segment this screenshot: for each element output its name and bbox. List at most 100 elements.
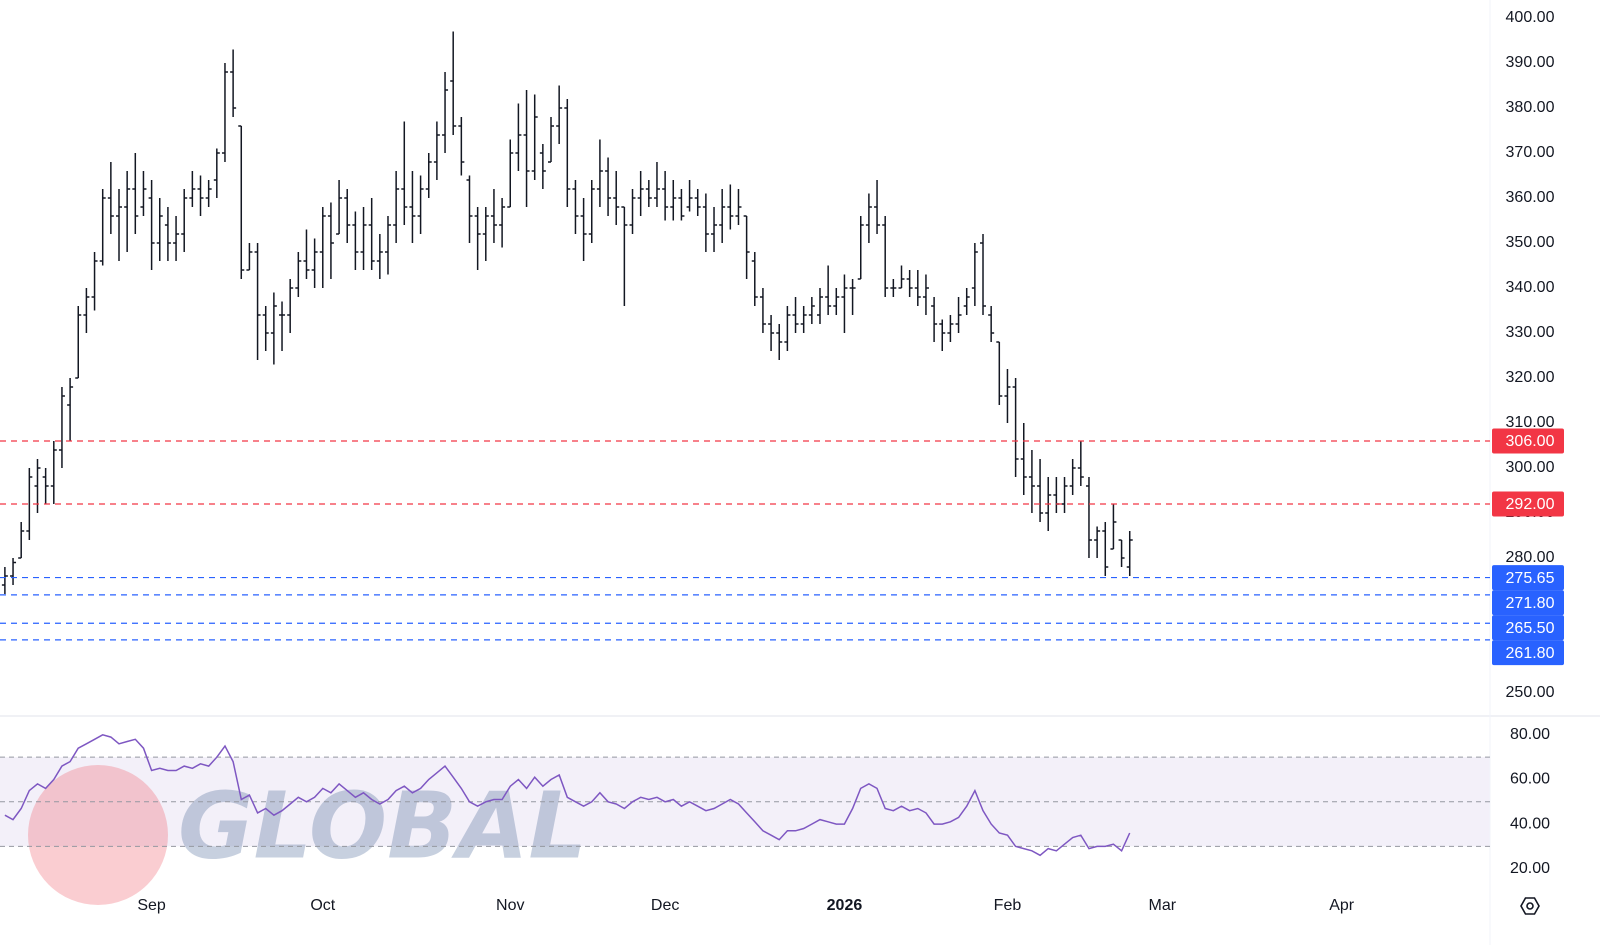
level-label-box (1492, 565, 1564, 591)
rsi-tick-label: 20.00 (1510, 860, 1550, 877)
x-tick-label: Feb (994, 897, 1022, 914)
rsi-band (0, 757, 1490, 847)
watermark-logo (28, 765, 168, 905)
ohlc-bar (922, 274, 929, 315)
ohlc-bar (42, 468, 49, 504)
ohlc-bar (621, 206, 628, 306)
ohlc-bar (572, 180, 579, 234)
y-tick-label: 380.00 (1506, 99, 1555, 116)
ohlc-bar (719, 189, 726, 243)
ohlc-bar (531, 94, 538, 180)
ohlc-bar (947, 315, 954, 342)
ohlc-bar (393, 171, 400, 243)
ohlc-bar (931, 297, 938, 342)
ohlc-bar (26, 468, 33, 540)
x-tick-label: 2026 (827, 897, 863, 914)
ohlc-bar (662, 171, 669, 221)
ohlc-bar (352, 211, 359, 270)
ohlc-bar (67, 378, 74, 441)
ohlc-bar (10, 558, 17, 585)
watermark: GLOBAL (28, 765, 587, 905)
level-label-box (1492, 615, 1564, 641)
ohlc-bar (825, 265, 832, 315)
ohlc-bar (890, 279, 897, 297)
ohlc-bar (1077, 441, 1084, 486)
ohlc-bar (1, 567, 8, 594)
ohlc-bar (213, 148, 220, 198)
ohlc-bar (605, 157, 612, 216)
rsi-tick-label: 40.00 (1510, 815, 1550, 832)
ohlc-bar (368, 198, 375, 270)
ohlc-bar (914, 270, 921, 306)
ohlc-bar (841, 274, 848, 333)
x-tick-label: Sep (137, 897, 166, 914)
ohlc-bar (311, 238, 318, 288)
ohlc-bar (637, 171, 644, 216)
ohlc-bar (833, 288, 840, 315)
ohlc-bar (466, 175, 473, 243)
ohlc-bar (181, 189, 188, 252)
ohlc-bar (629, 189, 636, 234)
ohlc-bar (670, 180, 677, 221)
x-tick-label: Dec (651, 897, 679, 914)
ohlc-bar (205, 180, 212, 207)
y-tick-label: 370.00 (1506, 144, 1555, 161)
y-tick-label: 360.00 (1506, 189, 1555, 206)
level-label-box (1492, 491, 1564, 517)
ohlc-bar (499, 198, 506, 248)
ohlc-bar (246, 243, 253, 271)
x-tick-label: Nov (496, 897, 524, 914)
ohlc-bar (295, 252, 302, 297)
ohlc-bar (107, 162, 114, 234)
ohlc-bar (588, 180, 595, 243)
y-tick-label: 390.00 (1506, 54, 1555, 71)
settings-icon[interactable] (1520, 897, 1540, 915)
level-label-box (1492, 590, 1564, 616)
ohlc-bar (482, 207, 489, 261)
ohlc-bar (474, 207, 481, 270)
ohlc-bar (784, 306, 791, 351)
level-label-box (1492, 640, 1564, 666)
ohlc-bar (776, 324, 783, 360)
ohlc-bar (1037, 459, 1044, 522)
ohlc-bar (417, 175, 424, 234)
ohlc-bar (1004, 369, 1011, 423)
ohlc-bar (865, 193, 872, 243)
ohlc-bar (34, 459, 41, 513)
x-tick-label: Apr (1329, 897, 1355, 914)
ohlc-bar (140, 171, 147, 216)
ohlc-bar (653, 162, 660, 207)
ohlc-bar (1012, 378, 1019, 477)
rsi-line (4, 733, 1131, 857)
level-label: 265.50 (1506, 620, 1555, 637)
ohlc-bar (1069, 459, 1076, 495)
ohlc-bar (645, 180, 652, 207)
ohlc-bar (939, 319, 946, 351)
ohlc-bar (401, 121, 408, 225)
level-label: 275.65 (1506, 570, 1555, 587)
ohlc-bar (221, 63, 228, 162)
y-tick-label: 250.00 (1506, 684, 1555, 701)
ohlc-bar (262, 306, 269, 351)
ohlc-bar (743, 215, 750, 279)
y-tick-label: 340.00 (1506, 279, 1555, 296)
ohlc-bar (1118, 539, 1125, 567)
ohlc-bar (1028, 450, 1035, 513)
ohlc-bar (898, 265, 905, 289)
ohlc-bar (490, 189, 497, 243)
y-tick-label: 300.00 (1506, 459, 1555, 476)
ohlc-bar (18, 522, 25, 559)
ohlc-bar (613, 171, 620, 225)
ohlc-bar (58, 387, 65, 468)
ohlc-bar (75, 306, 82, 379)
ohlc-bar (988, 306, 995, 342)
rsi-tick-label: 80.00 (1510, 726, 1550, 743)
ohlc-bar (197, 175, 204, 216)
ohlc-bar (507, 139, 514, 208)
ohlc-bar (433, 121, 440, 180)
ohlc-bar (906, 270, 913, 297)
ohlc-bar (450, 31, 457, 135)
ohlc-bar (759, 288, 766, 333)
ohlc-bar (678, 189, 685, 221)
